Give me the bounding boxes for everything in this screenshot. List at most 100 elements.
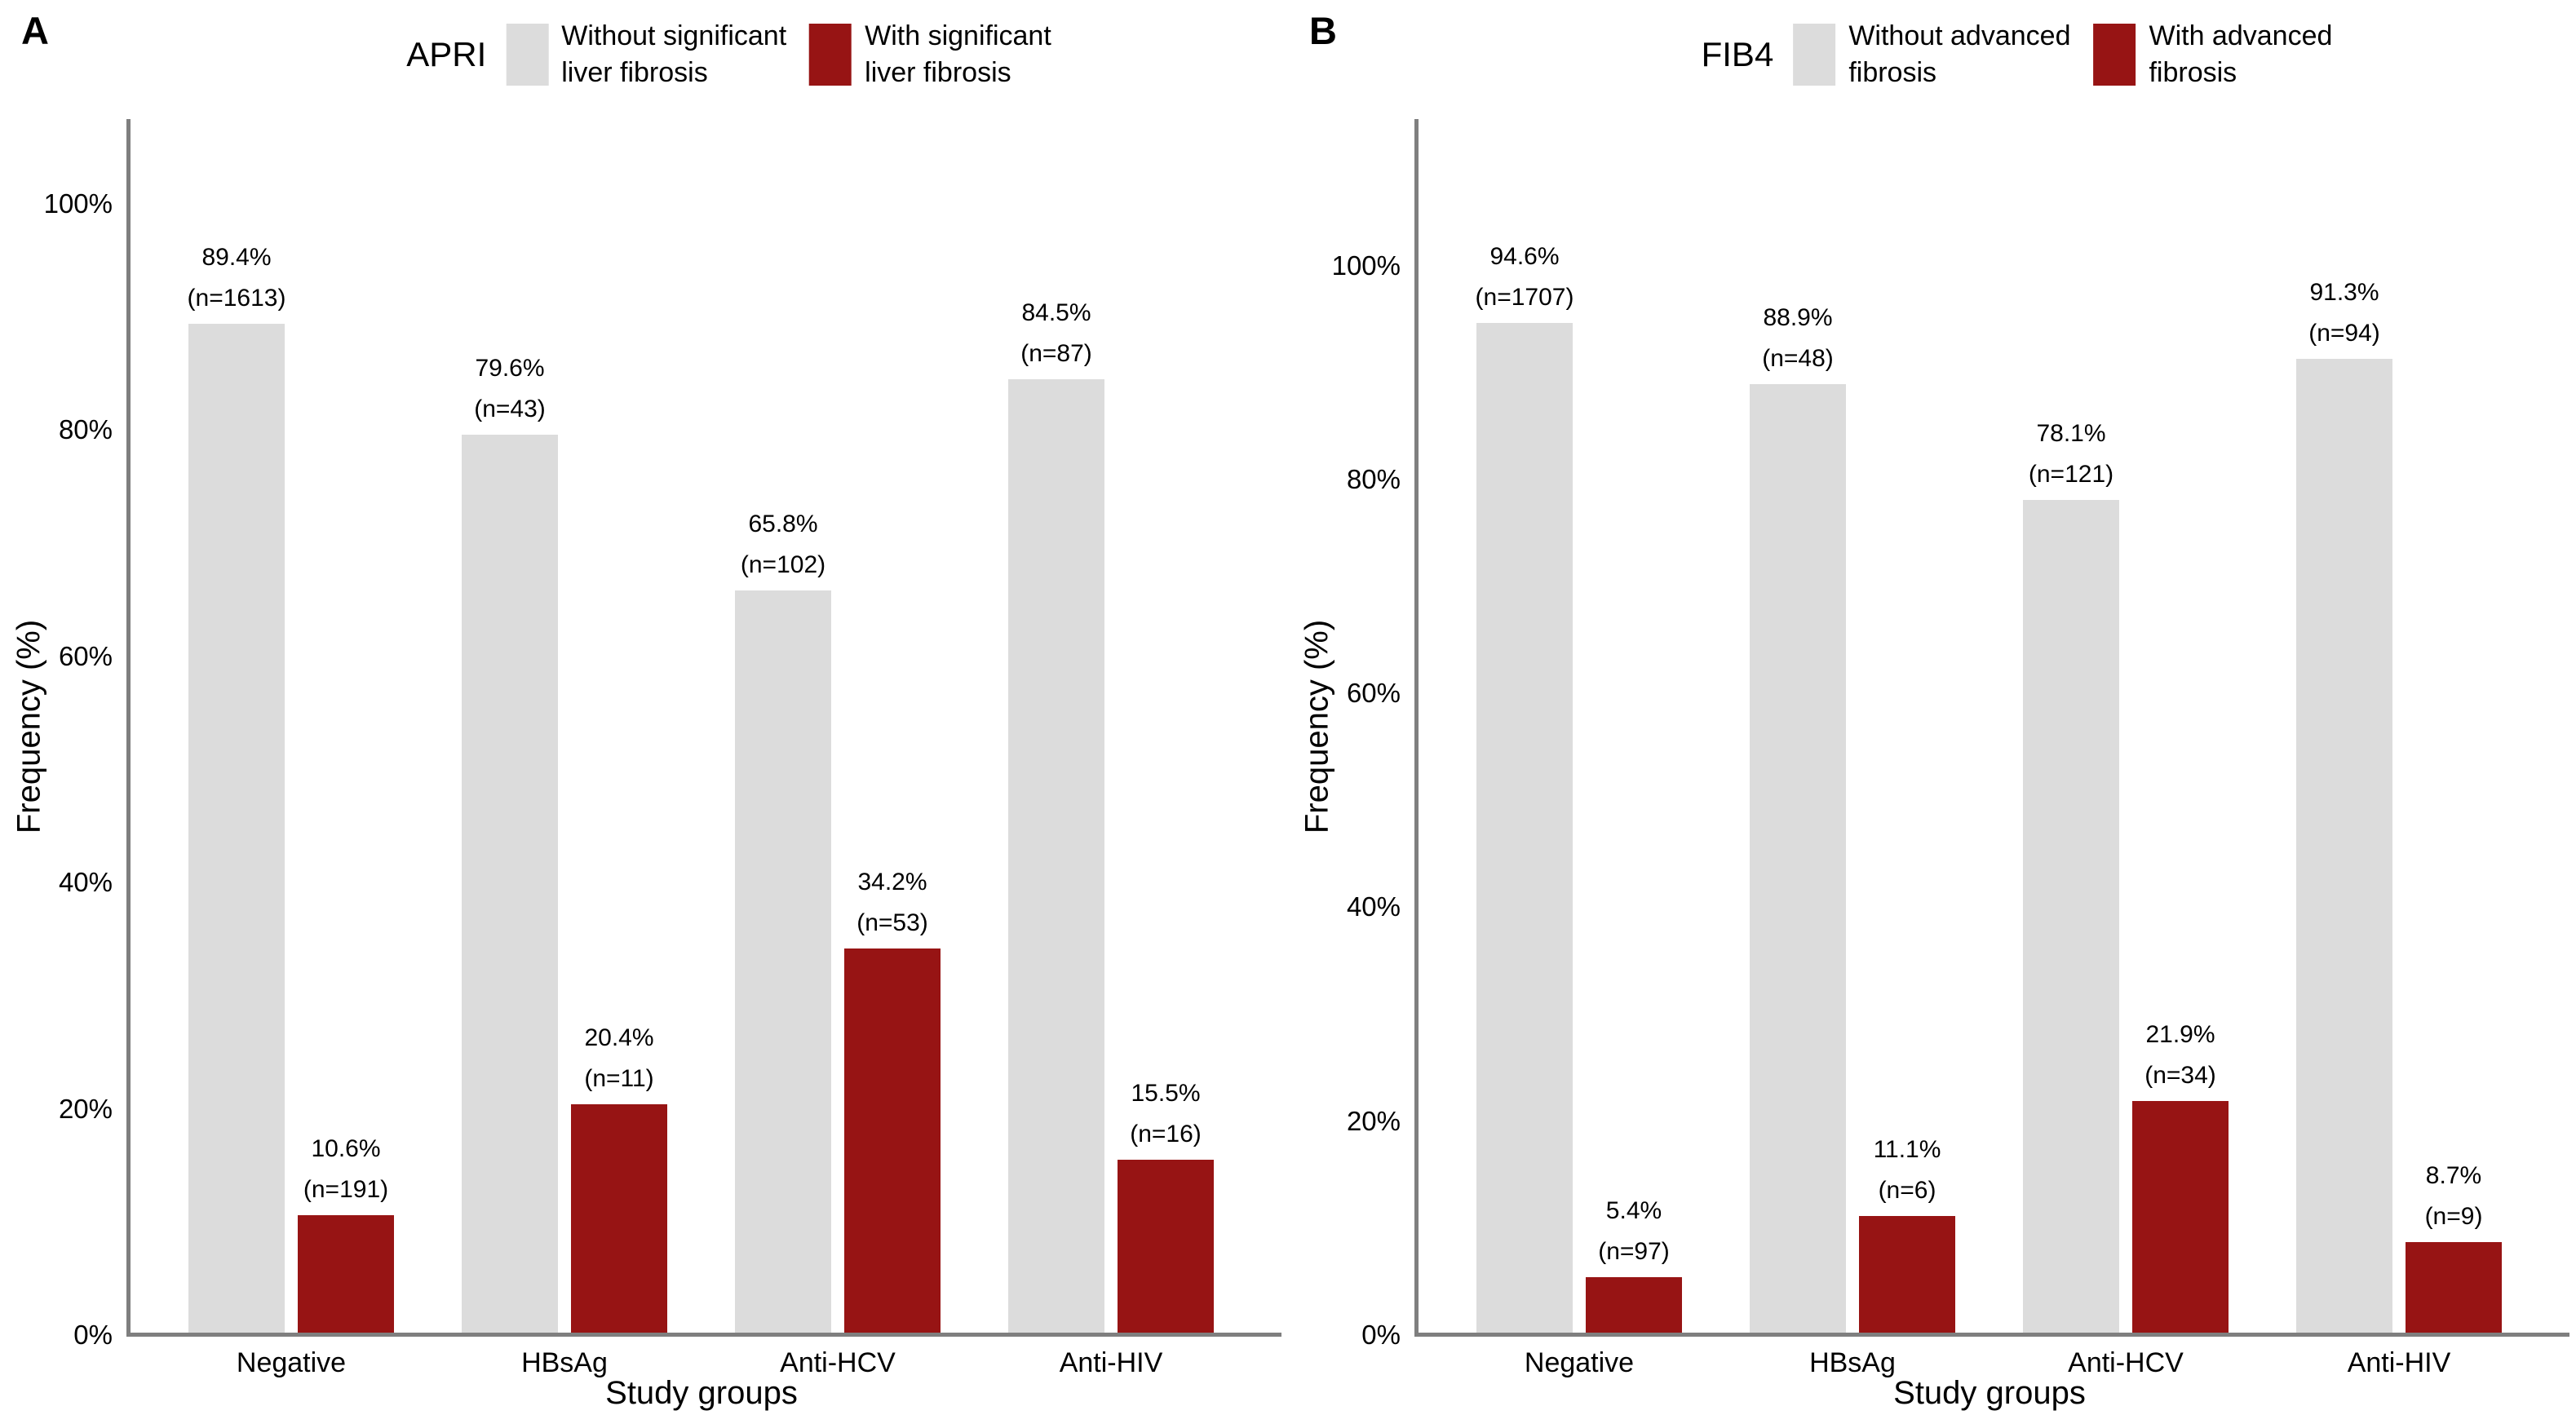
legend-label: Without advanced fibrosis xyxy=(1848,18,2070,91)
legend-label-line: Without advanced xyxy=(1848,20,2071,51)
y-tick-label: 40% xyxy=(1346,891,1401,922)
x-axis-title: Study groups xyxy=(1893,1375,2086,1411)
y-axis-title: Frequency (%) xyxy=(1299,619,1335,834)
legend-item-with: With significant liver fibrosis xyxy=(809,18,1051,91)
bar-count-text: (n=1613) xyxy=(187,285,286,312)
legend-title: FIB4 xyxy=(1701,34,1774,73)
bar-value-label: 34.2% (n=53) xyxy=(794,862,990,944)
bar-percent-text: 20.4% xyxy=(584,1024,654,1052)
x-category-label: Anti-HCV xyxy=(780,1347,896,1378)
panel-a-legend: APRI Without significant liver fibrosis … xyxy=(406,18,1074,91)
y-tick-label: 80% xyxy=(1346,463,1401,494)
red-bar-hbsag xyxy=(1859,1216,1955,1335)
gray-bar-hbsag xyxy=(1750,384,1846,1335)
gray-bar-anti-hiv xyxy=(1008,379,1104,1335)
bar-percent-text: 89.4% xyxy=(201,244,272,272)
bar-percent-text: 94.6% xyxy=(1489,243,1560,271)
bar-value-label: 94.6% (n=1707) xyxy=(1427,237,1622,318)
x-category-label: Anti-HIV xyxy=(1059,1347,1163,1378)
gray-bar-anti-hcv xyxy=(735,590,831,1335)
bar-count-text: (n=43) xyxy=(474,395,546,422)
bar-percent-text: 91.3% xyxy=(2309,278,2379,306)
y-tick-label: 40% xyxy=(58,867,113,898)
bar-percent-text: 34.2% xyxy=(857,868,927,895)
y-tick-label: 20% xyxy=(58,1093,113,1124)
x-category-label: HBsAg xyxy=(1809,1347,1896,1378)
red-bar-anti-hiv xyxy=(1118,1160,1214,1335)
red-swatch-icon xyxy=(809,23,852,86)
gray-swatch-icon xyxy=(1793,23,1836,86)
x-category-label: Anti-HIV xyxy=(2347,1347,2451,1378)
bar-percent-text: 78.1% xyxy=(2036,419,2106,447)
bar-count-text: (n=9) xyxy=(2424,1202,2483,1230)
bar-count-text: (n=87) xyxy=(1020,340,1092,368)
red-swatch-icon xyxy=(2093,23,2136,86)
panel-a-letter: A xyxy=(21,9,50,52)
bar-value-label: 10.6% (n=191) xyxy=(248,1129,444,1210)
bar-value-label: 21.9% (n=34) xyxy=(2082,1015,2278,1096)
plot-area-b: 0% 20% 40% 60% 80% 100% 94.6% (n=1707) 5.4% (n=97… xyxy=(1332,119,2569,1378)
gray-bar-anti-hcv xyxy=(2023,499,2119,1335)
y-tick-label: 60% xyxy=(58,640,113,671)
plot-area-a: 0% 20% 40% 60% 80% 100% 89.4% (n=1613) 10.6% (n=1… xyxy=(44,119,1281,1378)
legend-label: With significant liver fibrosis xyxy=(865,18,1051,91)
legend-label: With advanced fibrosis xyxy=(2149,18,2332,91)
bar-value-label: 5.4% (n=97) xyxy=(1536,1191,1732,1272)
bar-value-label: 20.4% (n=11) xyxy=(521,1018,717,1099)
bar-value-label: 88.9% (n=48) xyxy=(1700,298,1896,379)
bar-count-text: (n=121) xyxy=(2028,460,2114,488)
legend-title: APRI xyxy=(406,34,487,73)
y-tick-label: 0% xyxy=(73,1320,113,1350)
x-axis-title: Study groups xyxy=(605,1375,798,1411)
bar-value-label: 89.4% (n=1613) xyxy=(139,237,334,319)
x-axis-line xyxy=(1414,1333,2569,1337)
bar-value-label: 91.3% (n=94) xyxy=(2246,272,2442,354)
bar-count-text: (n=48) xyxy=(1762,345,1834,373)
red-bar-anti-hcv xyxy=(844,948,941,1335)
bar-value-label: 65.8% (n=102) xyxy=(685,504,881,586)
gray-bar-negative xyxy=(188,324,285,1335)
x-axis-line xyxy=(126,1333,1281,1337)
bar-percent-text: 84.5% xyxy=(1021,299,1091,327)
bar-count-text: (n=16) xyxy=(1130,1121,1202,1148)
bar-percent-text: 11.1% xyxy=(1873,1136,1941,1164)
x-category-label: HBsAg xyxy=(521,1347,608,1378)
x-category-label: Negative xyxy=(1524,1347,1635,1378)
bar-count-text: (n=11) xyxy=(584,1065,654,1093)
bar-value-label: 79.6% (n=43) xyxy=(412,348,608,430)
bar-count-text: (n=102) xyxy=(740,551,826,579)
bar-count-text: (n=97) xyxy=(1598,1238,1670,1266)
bar-count-text: (n=6) xyxy=(1878,1177,1936,1205)
bar-percent-text: 10.6% xyxy=(311,1134,381,1162)
bar-percent-text: 8.7% xyxy=(2425,1161,2482,1189)
red-bar-hbsag xyxy=(571,1104,667,1335)
y-tick-label: 100% xyxy=(1331,250,1401,281)
x-category-label: Negative xyxy=(236,1347,347,1378)
y-tick-label: 20% xyxy=(1346,1105,1401,1136)
bar-percent-text: 21.9% xyxy=(2145,1020,2215,1048)
y-tick-label: 80% xyxy=(58,414,113,445)
bar-count-text: (n=1707) xyxy=(1475,284,1574,312)
legend-label-line: With advanced xyxy=(2149,20,2333,51)
panel-b-letter: B xyxy=(1309,9,1338,52)
gray-bar-hbsag xyxy=(462,434,558,1335)
legend-label-line: fibrosis xyxy=(1848,56,1937,88)
legend-item-with: With advanced fibrosis xyxy=(2093,18,2332,91)
red-bar-negative xyxy=(298,1214,394,1335)
legend-label-line: Without significant xyxy=(561,20,787,51)
legend-item-without: Without advanced fibrosis xyxy=(1793,18,2070,91)
bar-value-label: 11.1% (n=6) xyxy=(1809,1130,2005,1211)
legend-label-line: liver fibrosis xyxy=(865,56,1011,88)
bar-value-label: 78.1% (n=121) xyxy=(1973,413,2169,495)
legend-label-line: With significant xyxy=(865,20,1051,51)
red-bar-negative xyxy=(1586,1277,1682,1335)
y-tick-label: 60% xyxy=(1346,678,1401,709)
legend-label-line: liver fibrosis xyxy=(561,56,708,88)
panel-b-legend: FIB4 Without advanced fibrosis With adva… xyxy=(1702,18,2356,91)
y-tick-label: 0% xyxy=(1361,1320,1401,1350)
y-tick-label: 100% xyxy=(43,188,113,219)
bar-value-label: 8.7% (n=9) xyxy=(2356,1156,2552,1237)
bar-count-text: (n=191) xyxy=(303,1175,389,1203)
bar-percent-text: 15.5% xyxy=(1131,1080,1201,1108)
